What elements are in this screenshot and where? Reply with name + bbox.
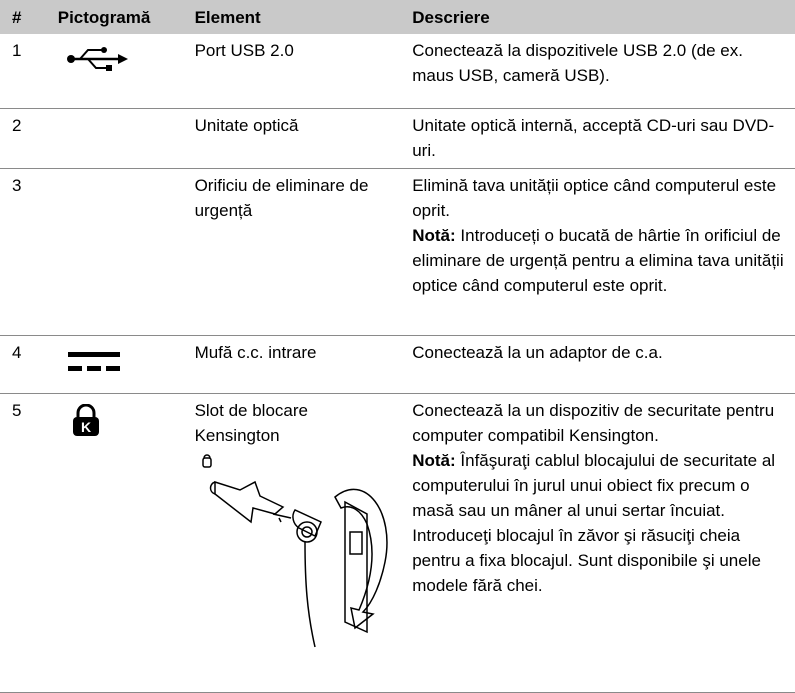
description: Elimină tava unității optice când comput… [412, 175, 777, 220]
note: Notă: Înfăşuraţi cablul blocajului de se… [412, 448, 787, 598]
header-cell: Element [186, 0, 405, 34]
icon-cell [49, 34, 187, 109]
element: Port USB 2.0 [186, 34, 405, 109]
note-label: Notă: [412, 450, 456, 470]
row: 3 Orificiu de eliminare de urgență Elimi… [0, 168, 795, 336]
icon-cell [49, 335, 187, 394]
element: Slot de blocare Kensington [194, 400, 308, 445]
element-cell: Slot de blocare Kensington [186, 393, 405, 693]
description-cell: Elimină tava unității optice când comput… [404, 168, 795, 336]
description: Conectează la un adaptor de c.a. [404, 335, 795, 394]
num: 4 [0, 335, 50, 394]
icon-cell: K [49, 393, 187, 693]
header-cell: Pictogramă [49, 0, 187, 34]
kensington-illustration [201, 453, 388, 647]
icon-cell [49, 168, 187, 336]
row: 5 K Slot de blocare Kensington Conecteaz… [0, 393, 795, 693]
row: 1 Port USB 2.0 Conectează la dispozitive… [0, 34, 795, 109]
description: Unitate optică internă, acceptă CD-uri s… [404, 108, 795, 169]
element: Unitate optică [186, 108, 405, 169]
row: 4 Mufă c.c. intrare Conectează la un ada… [0, 335, 795, 394]
note: Notă: Introduceți o bucată de hârtie în … [412, 223, 787, 298]
note-text: Introduceți o bucată de hârtie în orific… [412, 225, 784, 295]
note-text: Înfăşuraţi cablul blocajului de securita… [412, 450, 776, 595]
num: 1 [0, 34, 50, 109]
usb-icon [66, 47, 128, 71]
header-row: # Pictogramă Element Descriere [0, 0, 795, 34]
description: Conectează la dispozitivele USB 2.0 (de … [404, 34, 795, 109]
dc-icon [67, 351, 120, 371]
element: Mufă c.c. intrare [186, 335, 405, 394]
header-cell: Descriere [404, 0, 795, 34]
note-label: Notă: [412, 225, 456, 245]
icon-cell [49, 108, 187, 169]
num: 3 [0, 168, 50, 336]
row: 2 Unitate optică Unitate optică internă,… [0, 108, 795, 169]
description: Conectează la un dispozitiv de securitat… [412, 400, 775, 445]
num: 2 [0, 108, 50, 169]
svg-text:K: K [81, 419, 91, 435]
header-cell: # [0, 0, 50, 34]
kensington-icon: K [72, 403, 99, 436]
description-cell: Conectează la un dispozitiv de securitat… [404, 393, 795, 693]
num: 5 [0, 393, 50, 693]
element: Orificiu de eliminare de urgență [186, 168, 405, 336]
